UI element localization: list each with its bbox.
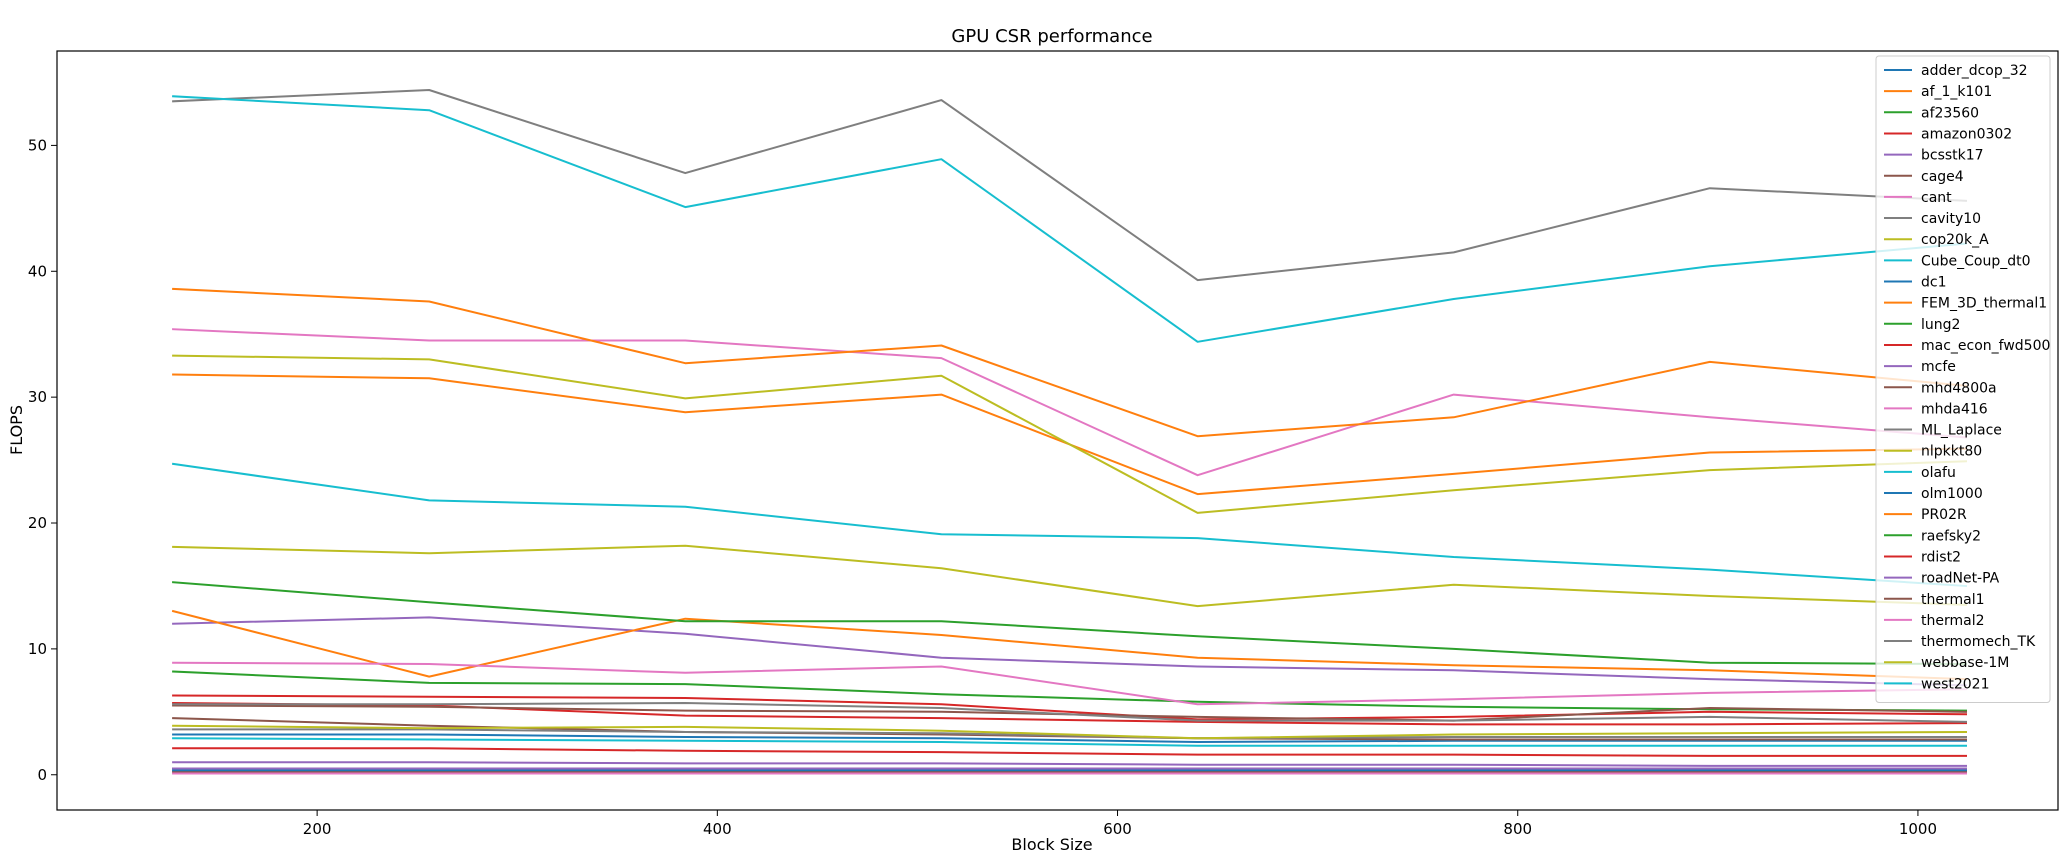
y-tick-label-0: 0 [37, 766, 47, 784]
legend-label-14: mcfe [1921, 359, 1956, 375]
y-tick-label-1: 10 [28, 640, 47, 658]
legend-label-1: af_1_k101 [1921, 84, 1992, 100]
series-line-14 [172, 761, 1967, 767]
x-axis-label: Block Size [1011, 835, 1092, 854]
legend-label-12: lung2 [1921, 317, 1960, 333]
series-line-6 [172, 328, 1968, 477]
series-line-9 [172, 95, 1968, 343]
series-line-22 [172, 581, 1968, 666]
legend-label-15: mhd4800a [1921, 380, 1997, 396]
legend-label-25: thermal1 [1921, 592, 1985, 608]
legend-label-24: roadNet-PA [1921, 571, 2000, 587]
legend: adder_dcop_32 af_1_k101 af23560 amazon0302 b… [1875, 55, 2051, 703]
legend-label-17: ML_Laplace [1921, 423, 2002, 439]
series-line-18 [172, 724, 1968, 740]
legend-label-26: thermal2 [1921, 613, 1985, 629]
legend-label-29: west2021 [1921, 676, 1989, 692]
series-line-4 [172, 616, 1968, 687]
series-line-29 [172, 737, 1967, 747]
legend-label-21: PR02R [1921, 507, 1967, 523]
y-tick-label-2: 20 [28, 514, 47, 532]
legend-label-9: Cube_Coup_dt0 [1921, 253, 2031, 269]
legend-label-18: nlpkkt80 [1921, 444, 1982, 460]
x-tick-label-1: 400 [703, 820, 732, 838]
legend-label-23: rdist2 [1921, 549, 1961, 565]
series-line-13 [172, 694, 1968, 721]
series-line-2 [172, 670, 1968, 712]
series-line-28 [172, 544, 1968, 608]
x-tick-label-2: 600 [1103, 820, 1132, 838]
y-tick-label-3: 30 [28, 388, 47, 406]
legend-label-13: mac_econ_fwd500 [1921, 338, 2050, 354]
series-line-10 [172, 733, 1967, 743]
plot-area: 200 400 600 800 1000 0 10 20 30 40 50 [28, 50, 2059, 838]
series-line-26 [172, 661, 1968, 706]
series-line-19 [171, 462, 1968, 588]
legend-label-28: webbase-1M [1921, 655, 2009, 671]
series-line-3 [172, 747, 1967, 757]
legend-label-3: amazon0302 [1921, 126, 2012, 142]
y-axis-label: FLOPS [7, 405, 26, 455]
legend-label-11: FEM_3D_thermal1 [1921, 296, 2047, 312]
x-tick-label-0: 200 [303, 820, 332, 838]
legend-label-20: olm1000 [1921, 486, 1983, 502]
legend-label-6: cant [1921, 190, 1952, 206]
axes-frame [56, 50, 2059, 811]
y-tick-label-5: 50 [28, 136, 47, 154]
x-tick-label-3: 800 [1503, 820, 1532, 838]
series-line-27 [172, 702, 1968, 723]
legend-label-2: af23560 [1921, 105, 1979, 121]
series-line-11 [172, 287, 1968, 438]
legend-label-27: thermomech_TK [1921, 634, 2036, 650]
legend-label-7: cavity10 [1921, 211, 1981, 227]
legend-box [1875, 55, 2051, 703]
legend-label-8: cop20k_A [1921, 232, 1989, 248]
series-line-8 [172, 354, 1968, 514]
legend-label-10: dc1 [1921, 275, 1947, 291]
legend-label-19: olafu [1921, 465, 1956, 481]
y-tick-label-4: 40 [28, 262, 47, 280]
legend-label-5: cage4 [1921, 169, 1964, 185]
legend-label-0: adder_dcop_32 [1921, 63, 2028, 79]
x-tick-label-4: 1000 [1899, 820, 1937, 838]
legend-label-4: bcsstk17 [1921, 148, 1984, 164]
series-line-7 [172, 89, 1968, 282]
legend-label-16: mhda416 [1921, 401, 1988, 417]
series-line-21 [171, 609, 1968, 681]
chart-title: GPU CSR performance [951, 26, 1152, 47]
legend-label-22: raefsky2 [1921, 528, 1981, 544]
series-line-17 [172, 728, 1967, 740]
